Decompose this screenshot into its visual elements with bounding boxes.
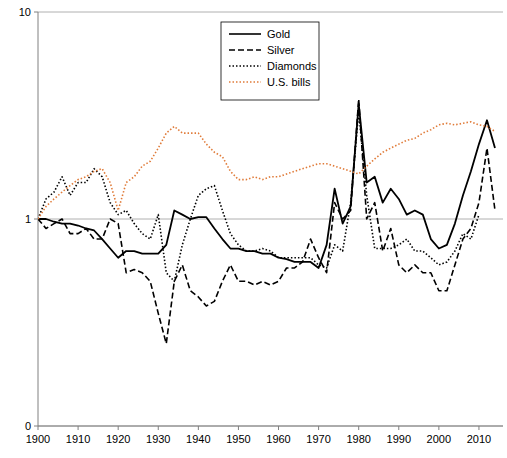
- x-tick-label: 1900: [26, 433, 50, 445]
- x-tick-label: 1970: [306, 433, 330, 445]
- grid-line: [38, 426, 503, 427]
- x-tick: [478, 426, 479, 430]
- x-tick-label: 1940: [186, 433, 210, 445]
- ticks: 0 1 10 1900 1910 1920 1930 1940 1950 1960 1970 1980…: [19, 6, 491, 445]
- grid: [38, 12, 503, 426]
- x-tick-label: 1960: [266, 433, 290, 445]
- y-tick: [34, 12, 38, 13]
- series-line: [38, 99, 495, 344]
- grid-line: [38, 219, 503, 220]
- x-tick: [198, 426, 199, 430]
- legend-swatch: [229, 33, 261, 35]
- legend-box: [221, 22, 319, 100]
- series-line: [38, 104, 495, 268]
- x-tick: [278, 426, 279, 430]
- y-tick-label: 1: [25, 213, 31, 225]
- x-tick-label: 2000: [427, 433, 451, 445]
- x-tick-label: 1920: [106, 433, 130, 445]
- x-tick: [318, 426, 319, 430]
- legend-label: Silver: [267, 44, 295, 56]
- legend-label: Gold: [267, 28, 290, 40]
- series-line: [38, 122, 495, 219]
- x-tick: [438, 426, 439, 430]
- legend-swatch: [229, 49, 261, 51]
- legend-label: Diamonds: [267, 60, 317, 72]
- background: [0, 0, 507, 458]
- y-tick-label: 0: [25, 420, 31, 432]
- x-tick: [38, 426, 39, 430]
- x-tick-label: 1990: [387, 433, 411, 445]
- x-tick: [118, 426, 119, 430]
- x-tick-label: 1980: [346, 433, 370, 445]
- x-tick-label: 1950: [226, 433, 250, 445]
- x-tick: [158, 426, 159, 430]
- y-tick-label: 10: [19, 6, 31, 18]
- y-tick: [34, 426, 38, 427]
- x-tick: [238, 426, 239, 430]
- x-tick-label: 2010: [467, 433, 491, 445]
- x-tick: [358, 426, 359, 430]
- legend-swatch: [229, 81, 261, 83]
- legend: Gold Silver Diamonds U.S. bills: [221, 22, 319, 100]
- chart: 0 1 10 1900 1910 1920 1930 1940 1950 1960 1970 1980…: [0, 0, 507, 458]
- lines: [38, 99, 495, 344]
- grid-line: [38, 12, 503, 13]
- y-tick: [34, 219, 38, 220]
- series-line: [38, 112, 479, 282]
- legend-label: U.S. bills: [267, 76, 311, 88]
- x-tick-label: 1910: [66, 433, 90, 445]
- x-tick: [78, 426, 79, 430]
- x-axis: [38, 426, 503, 427]
- legend-swatch: [229, 65, 261, 67]
- x-tick-label: 1930: [146, 433, 170, 445]
- x-tick: [398, 426, 399, 430]
